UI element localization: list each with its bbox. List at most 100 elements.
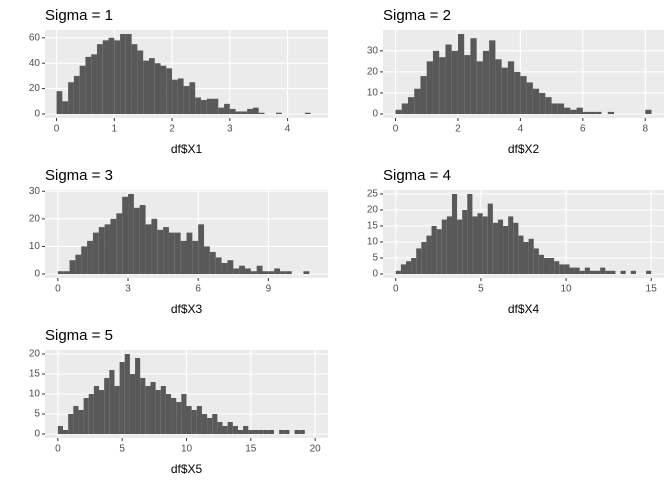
bar bbox=[237, 430, 244, 434]
bar bbox=[401, 103, 408, 114]
bar bbox=[554, 261, 560, 274]
bar bbox=[165, 394, 172, 434]
bar bbox=[78, 410, 84, 434]
x-axis-label: df$X3 bbox=[171, 302, 203, 316]
panel-title: Sigma = 5 bbox=[45, 327, 113, 344]
y-tick-label: 20 bbox=[29, 349, 41, 360]
bar bbox=[543, 258, 550, 274]
bar bbox=[209, 251, 216, 274]
bar bbox=[200, 100, 207, 114]
bar bbox=[122, 196, 129, 274]
bar bbox=[108, 37, 115, 114]
bar bbox=[243, 426, 249, 434]
bar bbox=[69, 260, 76, 274]
bar bbox=[253, 430, 259, 434]
bar bbox=[439, 57, 446, 114]
bar bbox=[131, 44, 138, 114]
bar bbox=[192, 240, 199, 274]
y-tick-label: 20 bbox=[367, 67, 379, 78]
y-tick-label: 5 bbox=[34, 409, 40, 420]
bar bbox=[451, 50, 458, 114]
x-tick-label: 0 bbox=[55, 444, 61, 455]
bar bbox=[104, 378, 110, 434]
bar bbox=[63, 430, 69, 434]
bar bbox=[518, 235, 524, 274]
bar bbox=[222, 426, 228, 434]
bar bbox=[218, 107, 225, 114]
bar bbox=[589, 270, 596, 274]
bar bbox=[605, 270, 611, 274]
x-tick-label: 0 bbox=[393, 284, 399, 295]
bar bbox=[163, 227, 169, 274]
y-tick-label: 10 bbox=[367, 237, 379, 248]
y-tick-label: 20 bbox=[367, 205, 379, 216]
bar bbox=[400, 264, 406, 274]
x-axis-label: df$X2 bbox=[508, 142, 540, 156]
bar bbox=[262, 271, 269, 274]
bar bbox=[299, 430, 305, 434]
bar bbox=[143, 60, 149, 114]
bar bbox=[224, 103, 230, 114]
bar bbox=[508, 216, 514, 274]
bar bbox=[181, 394, 187, 434]
bar bbox=[114, 40, 121, 114]
x-tick-label: 2 bbox=[455, 124, 461, 135]
bar bbox=[268, 271, 275, 274]
x-tick-label: 0 bbox=[393, 124, 399, 135]
bar bbox=[256, 265, 263, 274]
bar bbox=[114, 386, 120, 434]
bar bbox=[420, 76, 427, 114]
bar bbox=[116, 213, 123, 274]
bar bbox=[145, 386, 151, 434]
x-tick-label: 20 bbox=[310, 444, 322, 455]
bar bbox=[124, 354, 130, 434]
bar bbox=[135, 358, 141, 434]
bar bbox=[549, 258, 555, 274]
x-tick-label: 2 bbox=[169, 124, 175, 135]
bar bbox=[538, 254, 544, 274]
bar bbox=[204, 246, 210, 274]
bar bbox=[233, 268, 240, 274]
x-tick-label: 5 bbox=[119, 444, 125, 455]
x-axis-label: df$X1 bbox=[171, 142, 203, 156]
y-tick-label: 0 bbox=[372, 269, 378, 280]
x-axis-label: df$X5 bbox=[171, 462, 203, 476]
y-tick-label: 10 bbox=[367, 88, 379, 99]
y-tick-label: 5 bbox=[372, 253, 378, 264]
bar bbox=[610, 270, 616, 274]
x-tick-label: 6 bbox=[580, 124, 586, 135]
bar bbox=[432, 50, 440, 114]
bar bbox=[600, 267, 606, 274]
bar bbox=[229, 108, 236, 114]
bar bbox=[472, 216, 478, 274]
bar bbox=[551, 103, 558, 114]
bar bbox=[451, 194, 458, 274]
bar bbox=[180, 240, 187, 274]
bar bbox=[63, 271, 70, 274]
bar bbox=[492, 222, 498, 274]
bar bbox=[303, 271, 310, 274]
bar bbox=[128, 194, 134, 274]
bar bbox=[545, 97, 552, 114]
bar bbox=[457, 219, 463, 274]
x-tick-label: 8 bbox=[642, 124, 648, 135]
bar bbox=[526, 82, 533, 114]
bar bbox=[148, 58, 155, 114]
bar bbox=[477, 213, 483, 274]
bar bbox=[186, 232, 193, 274]
x-tick-label: 3 bbox=[227, 124, 233, 135]
y-tick-label: 15 bbox=[367, 221, 379, 232]
bar bbox=[252, 107, 259, 114]
bar bbox=[513, 222, 519, 274]
bar bbox=[157, 229, 164, 274]
bar bbox=[426, 61, 433, 114]
bar bbox=[57, 271, 64, 274]
bar bbox=[171, 398, 177, 434]
y-tick-label: 20 bbox=[29, 83, 41, 94]
bar bbox=[464, 55, 471, 114]
bar bbox=[206, 98, 213, 114]
bar bbox=[154, 63, 161, 114]
bar bbox=[92, 232, 99, 274]
bar bbox=[557, 103, 565, 114]
